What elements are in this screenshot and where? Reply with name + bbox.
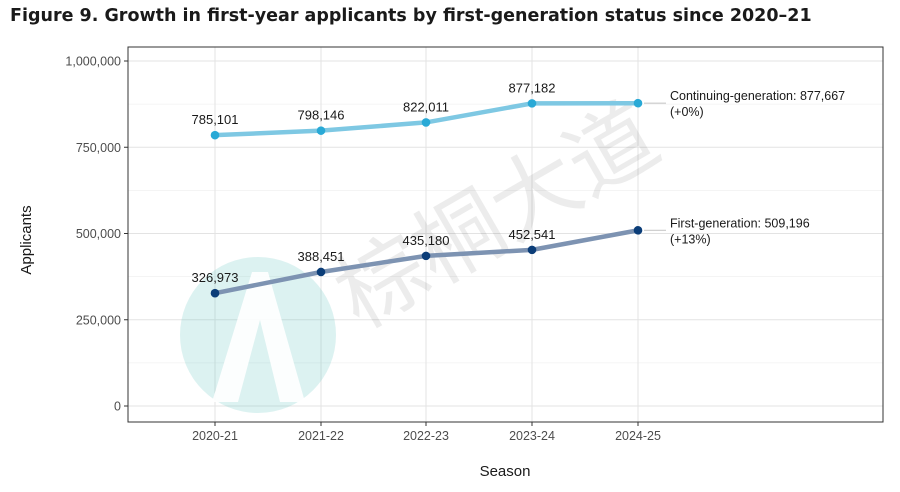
data-point [527, 99, 537, 108]
data-label: 785,101 [192, 112, 239, 127]
data-label: 452,541 [509, 227, 556, 242]
data-label: 877,182 [509, 80, 556, 95]
watermark-logo-road-icon [212, 272, 305, 402]
end-label: First-generation: 509,196 [670, 216, 810, 230]
data-point [421, 251, 431, 261]
y-axis: 0 250,000 500,000 750,000 1,000,000 [65, 55, 128, 414]
y-axis-title: Applicants [18, 205, 35, 274]
data-label: 435,180 [403, 233, 450, 248]
end-label: Continuing-generation: 877,667 [670, 89, 845, 103]
x-axis-title: Season [480, 463, 531, 480]
series-layer [210, 98, 643, 298]
grid [128, 47, 883, 422]
end-label: (+13%) [670, 232, 711, 246]
plot-panel [127, 46, 884, 423]
data-label: 798,146 [298, 108, 345, 123]
x-tick-label: 2023-24 [509, 429, 555, 443]
chart-title: Figure 9. Growth in first-year applicant… [10, 6, 812, 26]
data-label: 822,011 [403, 99, 449, 114]
data-point [527, 245, 537, 255]
x-tick-label: 2020-21 [192, 429, 238, 443]
data-point [316, 267, 326, 277]
watermark-text: 棕桐大道 [319, 83, 675, 348]
x-tick-label: 2024-25 [615, 429, 661, 443]
y-tick-label: 750,000 [76, 141, 121, 155]
data-label: 388,451 [298, 249, 345, 264]
y-tick-label: 0 [114, 400, 121, 414]
data-point [316, 126, 326, 135]
data-point [210, 130, 220, 140]
end-label: (+0%) [670, 105, 704, 119]
data-labels: 785,101 798,146 822,011 877,182 Continuing-g… [192, 80, 846, 285]
data-point [633, 98, 643, 108]
data-point [210, 288, 220, 298]
y-tick-label: 500,000 [76, 227, 121, 241]
y-tick-label: 1,000,000 [65, 55, 121, 69]
x-axis: 2020-21 2021-22 2022-23 2023-24 2024-25 [192, 422, 661, 443]
data-point [421, 118, 431, 127]
x-tick-label: 2021-22 [298, 429, 344, 443]
y-tick-label: 250,000 [76, 313, 121, 327]
data-point [633, 226, 643, 235]
data-label: 326,973 [192, 270, 239, 285]
x-tick-label: 2022-23 [403, 429, 449, 443]
